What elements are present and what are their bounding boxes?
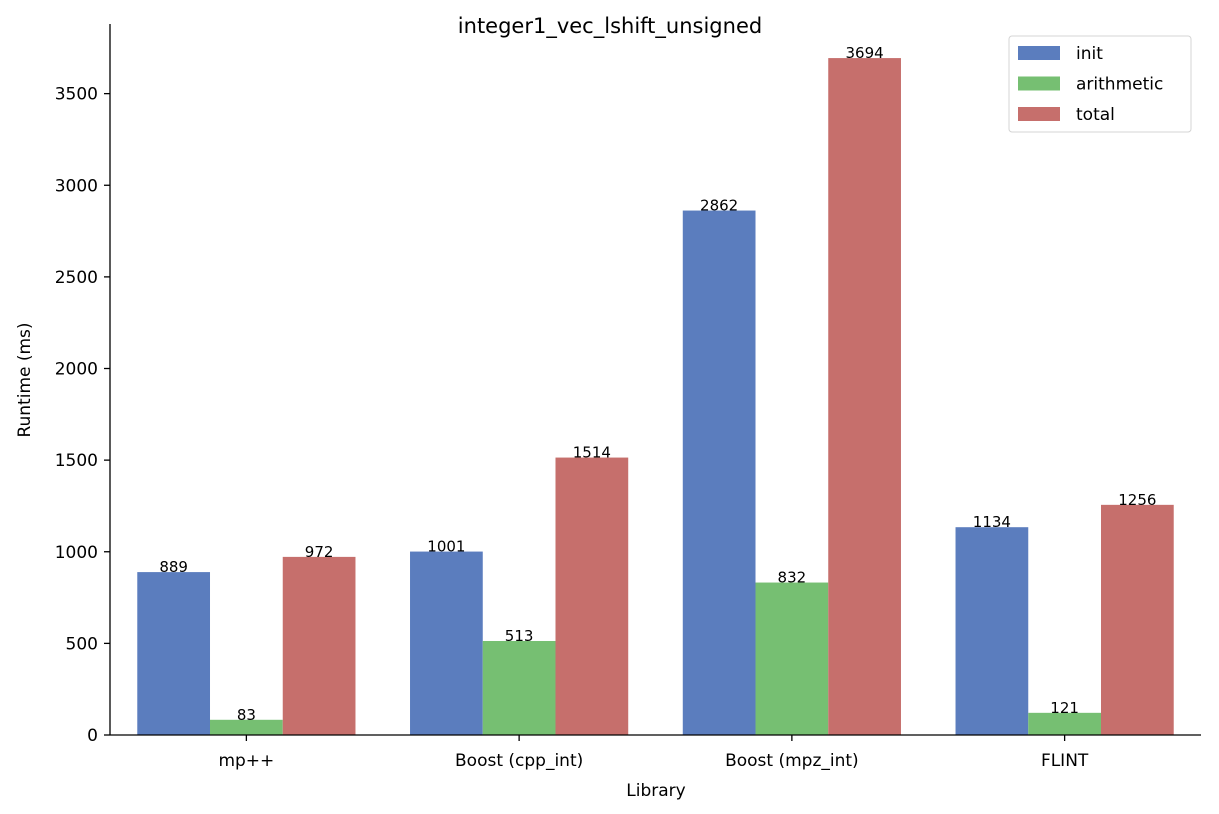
- y-tick-label: 3500: [55, 85, 98, 105]
- x-axis-label: Library: [626, 781, 685, 801]
- legend-swatch-arithmetic: [1018, 76, 1060, 91]
- bar-value-label: 1256: [1118, 491, 1156, 509]
- legend-label-arithmetic: arithmetic: [1076, 75, 1163, 95]
- bar-value-label: 1134: [973, 513, 1011, 531]
- bar-total-mp: [282, 556, 356, 735]
- x-tick-label: mp++: [218, 751, 274, 771]
- bar-labels-group: 889 83 972 1001 513 1514 2862 832 3694 1134 121 125…: [159, 44, 1156, 724]
- bar-value-label: 889: [159, 558, 188, 576]
- x-tick-label: FLINT: [1041, 751, 1089, 771]
- bar-total-flint: [1100, 504, 1174, 735]
- y-axis-label: Runtime (ms): [15, 322, 35, 437]
- bar-arithmetic-mp: [210, 719, 283, 735]
- y-tick-label: 0: [87, 726, 98, 746]
- x-tick-label: Boost (mpz_int): [725, 751, 859, 771]
- legend-label-total: total: [1076, 105, 1115, 125]
- bar-arithmetic-boost-cpp-int: [482, 640, 556, 735]
- legend: init arithmetic total: [1008, 35, 1192, 133]
- bar-total-boost-cpp-int: [555, 457, 629, 735]
- x-tick-label: Boost (cpp_int): [455, 751, 583, 771]
- bar-value-label: 121: [1050, 699, 1079, 717]
- y-tick-label: 500: [66, 634, 98, 654]
- y-tick-label: 1000: [55, 543, 98, 563]
- bar-arithmetic-flint: [1028, 712, 1101, 735]
- x-ticks-group: mp++ Boost (cpp_int) Boost (mpz_int) FLINT: [218, 735, 1089, 771]
- legend-label-init: init: [1076, 44, 1103, 64]
- y-tick-label: 1500: [55, 451, 98, 471]
- bar-init-mp: [137, 572, 211, 735]
- bar-value-label: 3694: [846, 44, 884, 62]
- bar-value-label: 83: [237, 706, 256, 724]
- legend-swatch-init: [1018, 46, 1060, 60]
- legend-swatch-total: [1018, 107, 1060, 121]
- y-tick-label: 2000: [55, 360, 98, 380]
- bar-init-boost-cpp-int: [410, 551, 483, 735]
- y-tick-label: 2500: [55, 268, 98, 288]
- bar-value-label: 1514: [573, 444, 611, 462]
- bar-value-label: 832: [778, 569, 807, 587]
- bar-init-flint: [955, 527, 1029, 735]
- bar-init-boost-mpz-int: [682, 210, 756, 735]
- y-ticks-group: 0 500 1000 1500 2000 2500 3000 3500: [55, 85, 110, 746]
- bar-value-label: 972: [305, 543, 334, 561]
- bar-value-label: 1001: [427, 538, 465, 556]
- bar-value-label: 2862: [700, 197, 738, 215]
- y-tick-label: 3000: [55, 176, 98, 196]
- bar-arithmetic-boost-mpz-int: [755, 582, 829, 735]
- chart-title: integer1_vec_lshift_unsigned: [458, 14, 762, 39]
- bar-total-boost-mpz-int: [828, 58, 901, 735]
- bar-value-label: 513: [505, 627, 534, 645]
- bars-group: [137, 58, 1174, 735]
